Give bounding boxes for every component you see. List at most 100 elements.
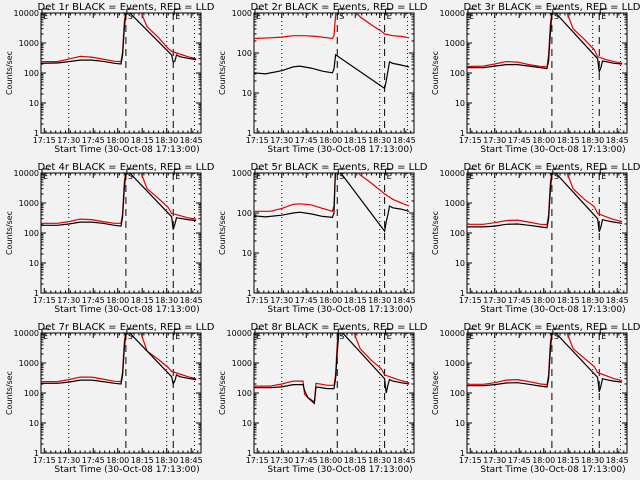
- y-tick-label: 10: [29, 99, 39, 108]
- chart-title: Det 2r BLACK = Events, RED = LLD: [251, 2, 428, 13]
- y-tick-label: 10000: [440, 329, 465, 338]
- series-line-lld: [467, 13, 623, 68]
- x-tick-label: 18:30: [581, 296, 604, 305]
- series-line-lld: [467, 333, 623, 386]
- plot-frame: [466, 332, 628, 454]
- interval-marker: E: [469, 12, 474, 21]
- x-tick-label: 17:45: [508, 456, 531, 465]
- series-group: [254, 173, 410, 233]
- plot-frame: [40, 172, 202, 294]
- y-tick-label: 100: [24, 229, 39, 238]
- y-tick-label: 1: [460, 129, 465, 138]
- interval-marker: E: [387, 12, 392, 21]
- interval-marker: E: [387, 172, 392, 181]
- series-line-lld: [41, 13, 197, 63]
- y-axis-label: Counts/sec: [5, 211, 14, 255]
- x-tick-label: 18:15: [557, 456, 580, 465]
- chart-panel-8: Det 8r BLACK = Events, RED = LLD 1 10 100 10…: [218, 322, 428, 475]
- y-tick-label: 100: [24, 389, 39, 398]
- series-line-lld: [41, 333, 197, 383]
- y-tick-label: 10: [455, 419, 465, 428]
- interval-marker: S: [339, 332, 344, 341]
- chart-title: Det 1r BLACK = Events, RED = LLD: [38, 2, 215, 13]
- x-tick-label: 18:15: [344, 136, 367, 145]
- x-axis-label: Start Time (30-Oct-08 17:13:00): [54, 145, 199, 155]
- chart-panel-7: Det 7r BLACK = Events, RED = LLD 1 10 100 10…: [5, 322, 215, 475]
- interval-marker: E: [175, 332, 180, 341]
- x-tick-label: 18:45: [393, 456, 416, 465]
- y-tick-label: 1: [247, 129, 252, 138]
- x-tick-label: 17:45: [82, 136, 105, 145]
- y-tick-label: 10000: [14, 329, 39, 338]
- y-tick-label: 10: [242, 419, 252, 428]
- y-tick-label: 1000: [232, 169, 252, 178]
- y-tick-label: 100: [450, 229, 465, 238]
- interval-marker: S: [554, 12, 559, 21]
- y-tick-label: 100: [237, 209, 252, 218]
- series-group: [467, 333, 623, 392]
- series-group: [41, 333, 197, 386]
- y-tick-label: 10000: [14, 9, 39, 18]
- y-tick-label: 1: [460, 449, 465, 458]
- chart-panel-9: Det 9r BLACK = Events, RED = LLD 1 10 100 10…: [431, 322, 640, 475]
- x-tick-label: 17:30: [270, 136, 293, 145]
- x-tick-label: 18:15: [557, 136, 580, 145]
- series-group: [254, 333, 410, 405]
- x-axis-label: Start Time (30-Oct-08 17:13:00): [54, 465, 199, 475]
- y-tick-label: 1: [34, 289, 39, 298]
- y-tick-label: 10000: [440, 9, 465, 18]
- x-tick-label: 18:30: [368, 296, 391, 305]
- x-tick-label: 17:15: [33, 296, 56, 305]
- series-line-lld: [254, 173, 410, 213]
- x-axis-label: Start Time (30-Oct-08 17:13:00): [480, 145, 625, 155]
- series-line-lld: [467, 173, 623, 226]
- x-tick-label: 18:00: [532, 136, 555, 145]
- plot-frame: [466, 172, 628, 294]
- x-axis-label: Start Time (30-Oct-08 17:13:00): [480, 305, 625, 315]
- chart-title: Det 3r BLACK = Events, RED = LLD: [464, 2, 640, 13]
- chart-title: Det 4r BLACK = Events, RED = LLD: [38, 162, 215, 173]
- chart-title: Det 8r BLACK = Events, RED = LLD: [251, 322, 428, 333]
- y-axis-label: Counts/sec: [218, 211, 227, 255]
- plot-frame: [253, 172, 415, 294]
- y-tick-label: 1: [34, 129, 39, 138]
- x-tick-label: 17:15: [33, 456, 56, 465]
- y-tick-label: 1000: [19, 199, 39, 208]
- x-tick-label: 18:00: [319, 136, 342, 145]
- series-line-events: [41, 333, 197, 386]
- chart-title: Det 9r BLACK = Events, RED = LLD: [464, 322, 640, 333]
- x-tick-label: 17:15: [459, 296, 482, 305]
- x-axis-label: Start Time (30-Oct-08 17:13:00): [480, 465, 625, 475]
- interval-marker: E: [43, 172, 48, 181]
- series-line-lld: [41, 173, 197, 224]
- y-tick-label: 10000: [227, 329, 252, 338]
- y-tick-label: 1000: [445, 359, 465, 368]
- x-tick-label: 18:30: [155, 456, 178, 465]
- x-tick-label: 17:15: [246, 136, 269, 145]
- x-tick-label: 18:30: [581, 136, 604, 145]
- series-line-events: [467, 173, 623, 232]
- chart-panel-6: Det 6r BLACK = Events, RED = LLD 1 10 100 10…: [431, 162, 640, 315]
- interval-marker: E: [43, 332, 48, 341]
- x-tick-label: 17:15: [246, 296, 269, 305]
- series-line-lld: [254, 13, 410, 40]
- x-tick-label: 18:45: [393, 296, 416, 305]
- chart-panel-5: Det 5r BLACK = Events, RED = LLD 1 10 100 10…: [218, 162, 428, 315]
- x-axis-label: Start Time (30-Oct-08 17:13:00): [267, 145, 412, 155]
- y-tick-label: 10000: [440, 169, 465, 178]
- series-group: [467, 13, 623, 75]
- y-tick-label: 100: [450, 69, 465, 78]
- x-tick-label: 18:45: [180, 296, 203, 305]
- interval-marker: S: [554, 332, 559, 341]
- x-tick-label: 17:45: [295, 136, 318, 145]
- x-tick-label: 17:45: [295, 296, 318, 305]
- plot-frame: [253, 332, 415, 454]
- interval-marker: E: [387, 332, 392, 341]
- x-tick-label: 17:15: [33, 136, 56, 145]
- chart-panel-3: Det 3r BLACK = Events, RED = LLD 1 10 100 10…: [431, 2, 640, 155]
- plot-frame: [466, 12, 628, 134]
- y-tick-label: 1000: [445, 39, 465, 48]
- y-tick-label: 1: [247, 449, 252, 458]
- x-tick-label: 17:30: [57, 296, 80, 305]
- chart-title: Det 6r BLACK = Events, RED = LLD: [464, 162, 640, 173]
